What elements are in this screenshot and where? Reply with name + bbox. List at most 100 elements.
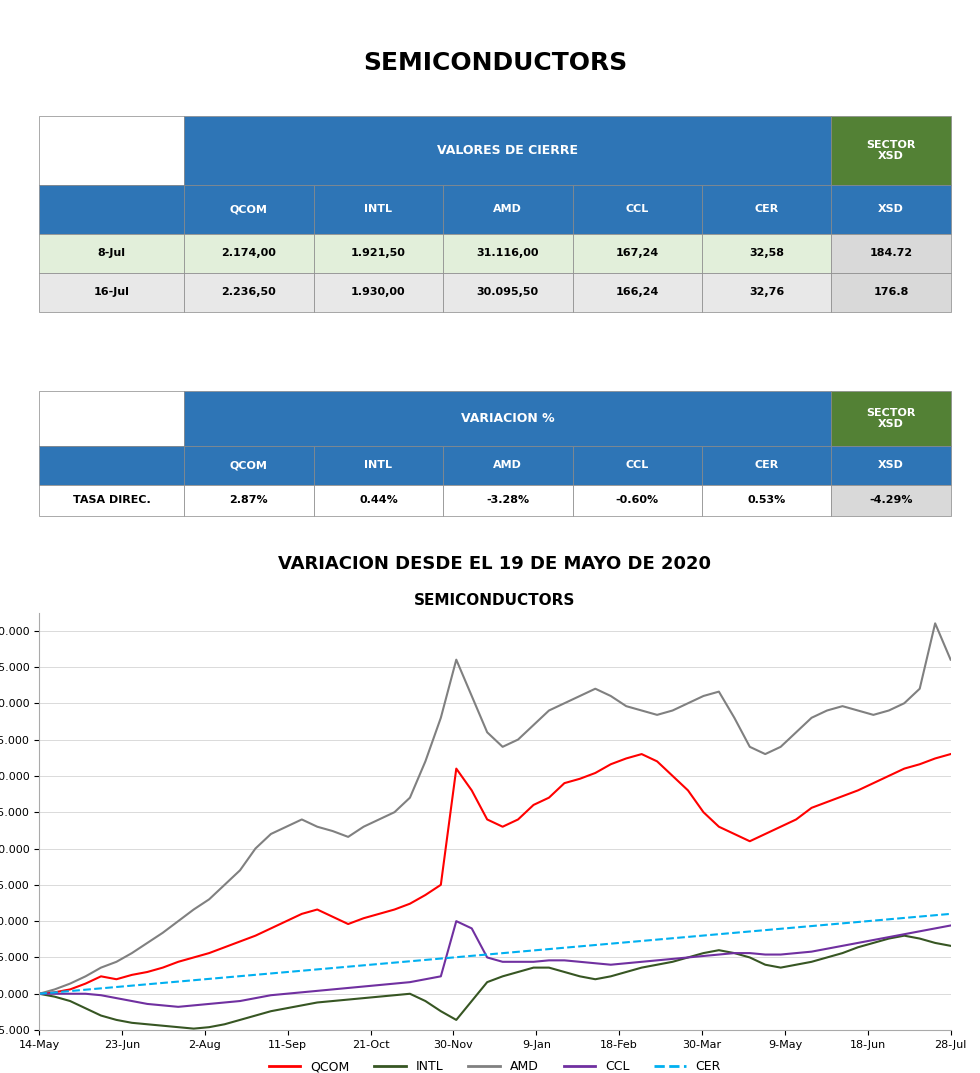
Text: 2.236,50: 2.236,50 [221,288,276,297]
AMD [342,831,354,843]
FancyBboxPatch shape [443,273,572,311]
FancyBboxPatch shape [184,392,831,445]
INTL [203,1020,215,1033]
Text: -0.60%: -0.60% [615,495,659,505]
Text: CCL: CCL [625,460,649,470]
CER [188,974,200,987]
Text: 166,24: 166,24 [615,288,659,297]
Text: 0.53%: 0.53% [748,495,786,505]
CCL [312,984,323,997]
FancyBboxPatch shape [831,392,951,445]
Text: SECTOR
XSD: SECTOR XSD [866,139,915,161]
Text: 32,58: 32,58 [750,248,784,258]
Line: INTL: INTL [39,936,951,1029]
CCL [203,998,215,1011]
CCL [342,982,354,995]
QCOM [636,748,648,761]
Text: INTL: INTL [365,204,392,215]
CCL [172,1000,184,1013]
Text: 16-Jul: 16-Jul [94,288,129,297]
AMD [326,825,338,838]
Text: 1.930,00: 1.930,00 [351,288,406,297]
CCL [636,955,648,968]
Text: AMD: AMD [493,204,522,215]
FancyBboxPatch shape [572,234,702,273]
CER [342,960,354,973]
AMD [265,827,276,840]
AMD [33,987,45,1000]
FancyBboxPatch shape [831,185,951,234]
Line: CCL: CCL [39,921,951,1006]
Text: VALORES DE CIERRE: VALORES DE CIERRE [437,144,578,157]
Text: -3.28%: -3.28% [486,495,529,505]
Text: SEMICONDUCTORS: SEMICONDUCTORS [363,52,627,75]
Text: SECTOR
XSD: SECTOR XSD [866,408,915,429]
INTL [945,939,956,952]
Text: 30.095,50: 30.095,50 [477,288,539,297]
QCOM [265,922,276,935]
Text: 32,76: 32,76 [749,288,784,297]
Text: INTL: INTL [365,460,392,470]
FancyBboxPatch shape [831,445,951,485]
Text: CER: CER [755,460,779,470]
Text: 0.44%: 0.44% [359,495,398,505]
FancyBboxPatch shape [39,485,184,516]
Text: XSD: XSD [878,460,904,470]
QCOM [342,917,354,930]
CER [326,961,338,974]
FancyBboxPatch shape [314,485,443,516]
INTL [188,1023,200,1035]
FancyBboxPatch shape [39,234,184,273]
CCL [945,920,956,932]
Line: CER: CER [39,914,951,994]
QCOM [945,748,956,761]
FancyBboxPatch shape [572,185,702,234]
QCOM [33,987,45,1000]
FancyBboxPatch shape [702,273,831,311]
FancyBboxPatch shape [831,117,951,185]
Text: 8-Jul: 8-Jul [98,248,125,258]
FancyBboxPatch shape [702,185,831,234]
Text: AMD: AMD [493,460,522,470]
FancyBboxPatch shape [443,485,572,516]
Text: XSD: XSD [878,204,904,215]
FancyBboxPatch shape [314,234,443,273]
FancyBboxPatch shape [39,185,184,234]
CER [945,908,956,921]
INTL [312,996,323,1009]
Text: CER: CER [755,204,779,215]
Text: 31.116,00: 31.116,00 [476,248,539,258]
Title: SEMICONDUCTORS: SEMICONDUCTORS [415,593,575,607]
FancyBboxPatch shape [39,273,184,311]
FancyBboxPatch shape [314,445,443,485]
FancyBboxPatch shape [184,185,314,234]
FancyBboxPatch shape [831,234,951,273]
FancyBboxPatch shape [39,117,184,185]
QCOM [605,758,616,770]
FancyBboxPatch shape [831,273,951,311]
INTL [280,1002,292,1015]
CCL [358,980,369,993]
CCL [451,914,463,927]
FancyBboxPatch shape [572,445,702,485]
FancyBboxPatch shape [443,185,572,234]
INTL [358,991,369,1004]
QCOM [326,910,338,923]
Text: 2.174,00: 2.174,00 [221,248,276,258]
Text: 184.72: 184.72 [869,248,912,258]
AMD [605,690,616,703]
FancyBboxPatch shape [572,485,702,516]
Legend: QCOM, INTL, AMD, CCL, CER: QCOM, INTL, AMD, CCL, CER [264,1055,726,1073]
FancyBboxPatch shape [184,445,314,485]
Text: 176.8: 176.8 [873,288,908,297]
QCOM [296,908,308,921]
FancyBboxPatch shape [184,234,314,273]
AMD [188,903,200,916]
Text: CCL: CCL [625,204,649,215]
FancyBboxPatch shape [702,445,831,485]
Text: QCOM: QCOM [230,460,268,470]
FancyBboxPatch shape [314,273,443,311]
FancyBboxPatch shape [184,485,314,516]
FancyBboxPatch shape [831,485,951,516]
INTL [342,994,354,1006]
